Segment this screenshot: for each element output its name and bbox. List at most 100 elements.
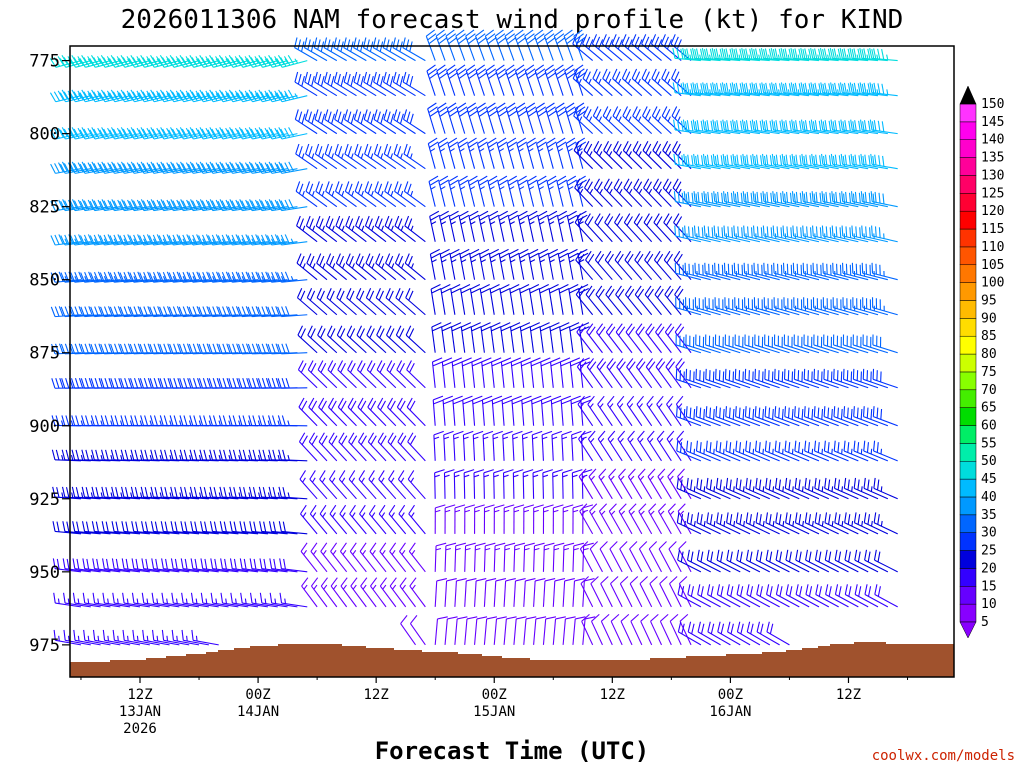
- wind-barb: [240, 592, 269, 608]
- wind-barb: [448, 210, 460, 242]
- wind-barb: [570, 395, 582, 426]
- wind-barb: [854, 584, 879, 608]
- wind-barb: [408, 504, 426, 535]
- wind-barb: [551, 430, 562, 461]
- wind-barb: [784, 406, 810, 427]
- wind-barb: [300, 504, 318, 535]
- wind-barb: [781, 153, 810, 170]
- wind-barb: [354, 181, 377, 208]
- wind-barb: [374, 181, 397, 208]
- wind-barb: [180, 521, 209, 535]
- wind-barb: [307, 325, 328, 354]
- colorbar-label: 135: [981, 151, 1004, 166]
- wind-barb: [843, 368, 869, 389]
- wind-barb: [527, 210, 539, 242]
- wind-barb: [569, 357, 581, 388]
- wind-barb: [696, 512, 721, 535]
- wind-barb: [686, 477, 711, 500]
- wind-barb: [465, 64, 478, 96]
- wind-barb: [682, 82, 711, 97]
- wind-barb: [70, 306, 101, 318]
- wind-barb: [545, 102, 558, 134]
- wind-barb: [334, 143, 357, 170]
- wind-barb: [533, 504, 544, 534]
- wind-barb: [150, 486, 180, 500]
- y-tick-label: 900: [29, 417, 60, 437]
- wind-barb: [784, 477, 810, 500]
- wind-barb: [675, 358, 692, 389]
- wind-barb: [585, 250, 603, 281]
- wind-barb: [259, 521, 288, 535]
- wind-barb: [387, 432, 407, 462]
- wind-barb: [612, 68, 633, 97]
- colorbar-cell: [959, 443, 977, 462]
- wind-barb: [814, 440, 839, 462]
- colorbar-label: 80: [981, 347, 997, 362]
- colorbar-max-arrow: [959, 85, 977, 105]
- wind-barb: [649, 576, 663, 608]
- wind-barb: [830, 119, 859, 135]
- wind-barb: [587, 430, 603, 462]
- wind-barb: [502, 430, 513, 461]
- wind-barb: [355, 287, 377, 316]
- wind-barb: [762, 191, 790, 208]
- wind-barbs: [49, 29, 898, 646]
- wind-barb: [607, 395, 623, 427]
- wind-barb: [444, 504, 456, 534]
- wind-barb: [426, 64, 439, 96]
- wind-barb: [540, 395, 552, 426]
- wind-barb: [862, 297, 888, 316]
- wind-barb: [597, 430, 613, 462]
- wind-barb: [268, 486, 298, 500]
- wind-barb: [793, 368, 820, 389]
- wind-barb: [793, 297, 820, 316]
- wind-barb: [408, 542, 426, 573]
- wind-barb: [550, 395, 562, 426]
- wind-barb: [526, 137, 537, 169]
- wind-barb: [864, 549, 889, 573]
- wind-barb: [161, 558, 190, 573]
- wind-barb: [641, 68, 662, 97]
- wind-barb: [151, 629, 180, 646]
- colorbar-label: 15: [981, 579, 997, 594]
- wind-barb: [523, 577, 536, 607]
- wind-barb: [339, 542, 357, 573]
- wind-barb: [493, 504, 505, 534]
- wind-barb: [564, 64, 577, 96]
- wind-barb: [314, 109, 338, 135]
- wind-barb: [652, 140, 672, 170]
- wind-barb: [513, 504, 525, 534]
- wind-barb: [364, 181, 387, 208]
- wind-barb: [813, 334, 839, 354]
- wind-barb: [200, 521, 229, 535]
- wind-barb: [726, 584, 751, 608]
- x-tick-label: 12Z: [364, 687, 389, 703]
- wind-barb: [397, 470, 416, 500]
- wind-barb: [301, 577, 318, 608]
- credit-text: coolwx.com/models: [872, 748, 1015, 764]
- wind-barb: [794, 440, 820, 462]
- wind-barb: [392, 71, 416, 97]
- wind-barb: [571, 430, 582, 461]
- wind-barb: [812, 262, 839, 281]
- colorbar-cell: [959, 568, 977, 587]
- wind-barb: [478, 210, 490, 242]
- wind-barb: [108, 89, 141, 103]
- x-tick-label: 12Z: [836, 687, 861, 703]
- wind-barb: [384, 181, 407, 208]
- wind-barb: [725, 440, 751, 462]
- wind-barb: [489, 284, 501, 315]
- wind-barb: [237, 306, 268, 318]
- wind-barb: [615, 323, 633, 354]
- wind-barb: [338, 470, 357, 500]
- wind-barb: [593, 178, 613, 208]
- x-tick-label: 13JAN: [119, 704, 161, 720]
- wind-barb: [52, 486, 81, 500]
- wind-barb: [724, 368, 751, 389]
- wind-barb: [399, 577, 416, 608]
- wind-barb: [702, 119, 731, 135]
- wind-barb: [576, 358, 594, 389]
- wind-barb: [471, 357, 483, 388]
- wind-barb: [604, 213, 623, 243]
- wind-barb: [334, 109, 357, 135]
